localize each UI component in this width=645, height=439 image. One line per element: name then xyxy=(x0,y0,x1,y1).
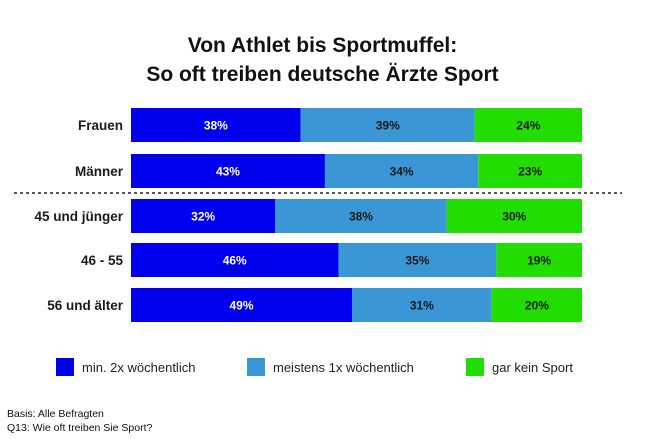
bar-label-2-4: 20% xyxy=(525,299,549,313)
chart-title-line-2: So oft treiben deutsche Ärzte Sport xyxy=(146,63,499,86)
bar-label-1-1: 34% xyxy=(390,165,414,179)
category-label-2: 45 und jünger xyxy=(34,209,123,224)
bar-label-2-2: 30% xyxy=(502,210,526,224)
chart-title: Von Athlet bis Sportmuffel: So oft treib… xyxy=(0,31,645,89)
legend-item-2: gar kein Sport xyxy=(466,357,573,377)
bar-label-1-3: 35% xyxy=(405,254,429,268)
legend-swatch-2 xyxy=(466,358,484,376)
legend-label-2: gar kein Sport xyxy=(492,359,573,375)
legend-swatch-0 xyxy=(56,358,74,376)
bar-label-1-2: 38% xyxy=(349,210,373,224)
legend-item-1: meistens 1x wöchentlich xyxy=(247,357,414,377)
bar-0-0 xyxy=(131,108,301,142)
bar-label-2-1: 23% xyxy=(518,165,542,179)
bar-label-1-4: 31% xyxy=(410,299,434,313)
legend-label-0: min. 2x wöchentlich xyxy=(82,359,196,375)
bar-0-2 xyxy=(131,199,276,233)
category-label-3: 46 - 55 xyxy=(81,253,124,268)
legend-label-1: meistens 1x wöchentlich xyxy=(273,359,414,375)
legend-item-0: min. 2x wöchentlich xyxy=(56,357,195,377)
footnotes: Basis: Alle Befragten Q13: Wie oft treib… xyxy=(7,407,152,435)
bar-2-2 xyxy=(446,199,582,233)
bar-label-0-0: 38% xyxy=(204,119,228,133)
bar-label-0-1: 43% xyxy=(216,165,240,179)
bar-2-4 xyxy=(491,288,582,322)
bar-label-0-2: 32% xyxy=(191,210,215,224)
bar-1-2 xyxy=(275,199,447,233)
bar-0-4 xyxy=(131,288,352,322)
bar-2-3 xyxy=(496,243,582,277)
legend-swatch-1 xyxy=(247,358,265,376)
bar-0-3 xyxy=(131,243,339,277)
bar-0-1 xyxy=(131,154,325,188)
footnote-question: Q13: Wie oft treiben Sie Sport? xyxy=(7,422,153,434)
footnote-basis: Basis: Alle Befragten xyxy=(7,408,104,420)
bar-1-4 xyxy=(351,288,492,322)
category-label-4: 56 und älter xyxy=(47,298,124,313)
bar-2-1 xyxy=(478,154,582,188)
bar-label-0-4: 49% xyxy=(229,299,253,313)
chart-title-line-1: Von Athlet bis Sportmuffel: xyxy=(187,34,458,57)
bar-1-3 xyxy=(338,243,497,277)
bar-label-0-3: 46% xyxy=(223,254,247,268)
bar-label-2-3: 19% xyxy=(527,254,551,268)
bar-2-0 xyxy=(474,108,582,142)
bar-label-2-0: 24% xyxy=(516,119,540,133)
category-label-1: Männer xyxy=(75,164,124,179)
category-label-0: Frauen xyxy=(78,118,123,133)
bar-1-1 xyxy=(324,154,479,188)
bar-label-1-0: 39% xyxy=(376,119,400,133)
bar-1-0 xyxy=(300,108,475,142)
